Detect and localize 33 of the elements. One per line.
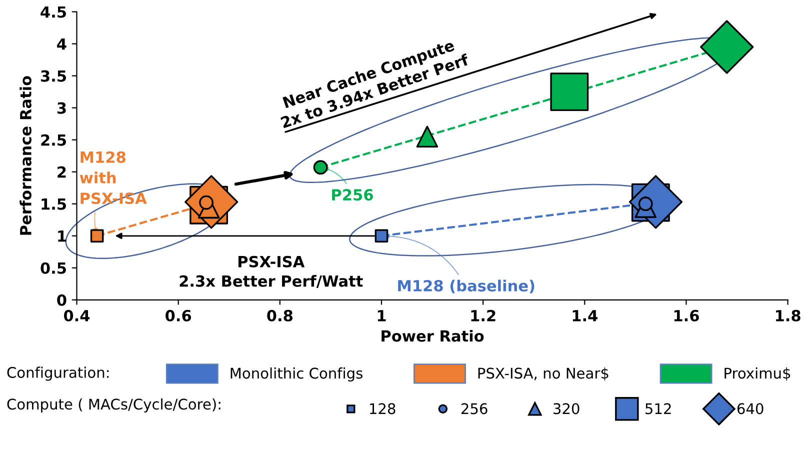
y-tick-label: 3	[57, 102, 66, 114]
y-axis-title: Performance Ratio	[20, 76, 32, 235]
x-axis-title: Power Ratio	[382, 330, 484, 342]
x-tick-label: 1	[378, 310, 386, 322]
annotation: PSX-ISA 2.3x Better Perf/Watt	[180, 256, 363, 288]
x-tick-label: 1.8	[776, 310, 800, 322]
legend-label: 512	[646, 403, 671, 414]
legend-label: Monolithic Configs	[230, 367, 362, 382]
y-tick-label: 1.5	[42, 198, 66, 210]
y-tick-label: 4.5	[40, 6, 66, 18]
legend-label: Proximu$	[724, 367, 790, 381]
legend-label: 640	[737, 403, 764, 414]
legend-label: PSX-ISA, no Near$	[478, 367, 608, 381]
x-tick-label: 0.6	[166, 310, 192, 322]
y-tick-label: 4	[57, 38, 66, 50]
legend-label: 128	[370, 403, 396, 414]
annotation: P256	[332, 189, 373, 201]
text: Compute ( MACs/Cycle/Core):	[7, 398, 220, 412]
x-tick-label: 1.6	[674, 310, 699, 322]
y-tick-label: 3.5	[40, 70, 66, 82]
y-tick-label: 0	[57, 294, 66, 306]
y-tick-label: 0.5	[40, 262, 66, 274]
y-tick-label: 1	[58, 230, 66, 242]
x-tick-label: 0.8	[267, 310, 292, 322]
text: Configuration:	[7, 366, 109, 381]
legend-label: 320	[554, 403, 580, 414]
x-tick-label: 0.4	[64, 310, 90, 322]
y-tick-label: 2.5	[41, 134, 66, 146]
annotation: M128 (baseline)	[398, 280, 534, 294]
y-tick-label: 2	[58, 166, 66, 178]
legend-label: 256	[461, 403, 488, 414]
x-tick-label: 1.2	[471, 310, 496, 322]
x-tick-label: 1.4	[572, 310, 598, 322]
